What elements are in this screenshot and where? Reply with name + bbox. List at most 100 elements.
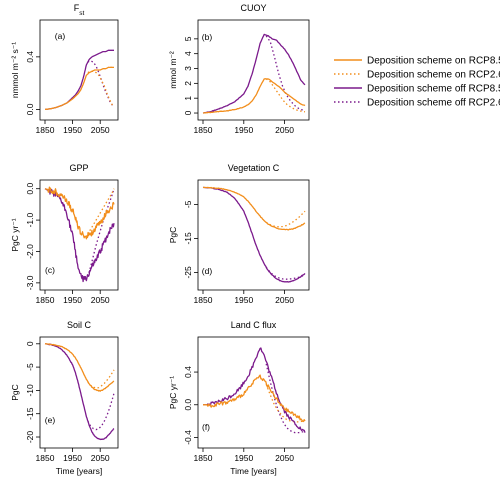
legend: Deposition scheme on RCP8.5 Deposition sc… [334, 56, 500, 109]
series-line-off-26 [265, 363, 306, 434]
y-tick-label: 0.4 [183, 366, 193, 378]
x-tick-label: 2050 [91, 125, 110, 135]
x-tick-label: 2050 [275, 295, 294, 305]
x-axis-label: Time [years] [56, 466, 102, 476]
series-line-on-26 [265, 384, 306, 423]
legend-label: Deposition scheme on RCP8.5 [367, 56, 500, 67]
legend-item: Deposition scheme off RCP8.5 [334, 84, 500, 95]
panel-label: (e) [45, 415, 56, 425]
chart-title: Fst [74, 3, 85, 17]
series-line-off-85 [44, 187, 115, 283]
series-line-off-85 [44, 49, 115, 111]
x-tick-label: 1950 [63, 453, 82, 463]
y-tick-label: 5 [183, 36, 193, 41]
y-axis-label: PgC [10, 384, 20, 401]
y-tick-label: 0 [25, 341, 35, 346]
y-tick-label: 0.0 [183, 399, 193, 411]
y-tick-label: -2.0 [25, 244, 35, 259]
chart-title-subscript: st [79, 10, 84, 17]
legend-item: Deposition scheme off RCP2.6 [334, 98, 500, 109]
chart-title: Soil C [67, 320, 92, 330]
y-axis-label: nmmol m⁻² s⁻¹ [10, 42, 20, 98]
y-tick-label: 3 [183, 66, 193, 71]
y-axis-label: PgC yr⁻¹ [10, 218, 20, 251]
x-tick-label: 2050 [275, 453, 294, 463]
x-tick-label: 1850 [36, 453, 55, 463]
plot-frame [39, 179, 119, 291]
y-axis-label: PgC yr⁻¹ [168, 376, 178, 409]
chart-title: CUOY [240, 3, 266, 13]
y-tick-label: -15 [25, 407, 35, 420]
series-line-off-85 [202, 186, 306, 283]
plot-frame [39, 336, 119, 449]
series-line-on-26 [265, 78, 306, 113]
x-tick-label: 1950 [63, 295, 82, 305]
series-line-on-85 [44, 343, 115, 392]
plot-frame [197, 19, 310, 121]
y-tick-label: -5 [183, 200, 193, 208]
series-line-off-85 [203, 347, 306, 433]
panel-label: (b) [202, 32, 213, 42]
panel-a: Fst 1850 1950 2050 0.0 0.4 nmmol m⁻² s⁻¹ (a) [10, 3, 119, 135]
x-tick-label: 1850 [36, 125, 55, 135]
x-tick-label: 1850 [194, 295, 213, 305]
panel-d: Vegetation C 1850 1950 2050 -5 -15 -25 PgC (d) [168, 163, 310, 305]
y-tick-label: 2 [183, 81, 193, 86]
x-tick-label: 2050 [91, 295, 110, 305]
panel-b: CUOY 1850 1950 2050 0 1 2 3 4 5 mmol m⁻² (b) [168, 3, 310, 135]
series-line-on-26 [265, 210, 306, 228]
series-line-off-26 [87, 188, 115, 277]
legend-label: Deposition scheme on RCP2.6 [367, 70, 500, 81]
series-line-off-26 [265, 35, 306, 112]
series-line-off-85 [202, 33, 306, 114]
y-tick-label: -5 [25, 363, 35, 371]
legend-label: Deposition scheme off RCP8.5 [367, 84, 500, 95]
y-axis-label: PgC [168, 227, 178, 244]
plot-frame [39, 19, 119, 121]
panel-e: Soil C 1850 1950 2050 0 -5 -10 -15 -20 PgC Time [y… [10, 320, 119, 476]
panel-label: (c) [45, 265, 55, 275]
panel-label: (f) [202, 422, 210, 432]
series-line-off-26 [87, 393, 115, 431]
series-line-off-26 [87, 60, 115, 108]
x-tick-label: 1950 [234, 295, 253, 305]
panel-label: (a) [55, 31, 66, 41]
legend-label: Deposition scheme off RCP2.6 [367, 98, 500, 109]
chart-title: Vegetation C [228, 163, 280, 173]
panel-f: Land C flux 1850 1950 2050 0.4 0.0 -0.4 PgC yr⁻… [168, 320, 310, 476]
series-line-on-26 [87, 369, 115, 389]
y-tick-label: -1.0 [25, 213, 35, 228]
x-tick-label: 1850 [194, 453, 213, 463]
x-tick-label: 1950 [234, 125, 253, 135]
x-tick-label: 1850 [36, 295, 55, 305]
series-line-on-85 [44, 66, 115, 111]
x-tick-label: 1950 [63, 125, 82, 135]
panel-c: GPP 1850 1950 2050 0.0 -1.0 -2.0 -3.0 PgC yr⁻¹ (c… [10, 163, 119, 305]
legend-item: Deposition scheme on RCP2.6 [334, 70, 500, 81]
y-tick-label: -3.0 [25, 275, 35, 290]
y-tick-label: -10 [25, 384, 35, 397]
x-tick-label: 1950 [234, 453, 253, 463]
chart-title: GPP [69, 163, 88, 173]
x-tick-label: 2050 [91, 453, 110, 463]
y-tick-label: 0.0 [25, 183, 35, 195]
series-line-on-26 [87, 188, 115, 235]
plot-frame [197, 179, 310, 291]
x-tick-label: 1850 [194, 125, 213, 135]
y-tick-label: 0.4 [25, 51, 35, 63]
y-tick-label: 0.0 [25, 103, 35, 115]
series-line-on-85 [44, 186, 115, 240]
y-axis-label: mmol m⁻² [168, 51, 178, 89]
panel-label: (d) [202, 266, 213, 276]
x-axis-label: Time [years] [230, 466, 276, 476]
plot-frame [197, 336, 310, 449]
y-tick-label: 4 [183, 51, 193, 56]
y-tick-label: 0 [183, 110, 193, 115]
series-line-on-85 [203, 374, 306, 423]
y-tick-label: -15 [183, 232, 193, 245]
legend-item: Deposition scheme on RCP8.5 [334, 56, 500, 67]
series-line-off-26 [265, 266, 306, 280]
y-tick-label: 1 [183, 96, 193, 101]
chart-title: Land C flux [231, 320, 277, 330]
x-tick-label: 2050 [275, 125, 294, 135]
